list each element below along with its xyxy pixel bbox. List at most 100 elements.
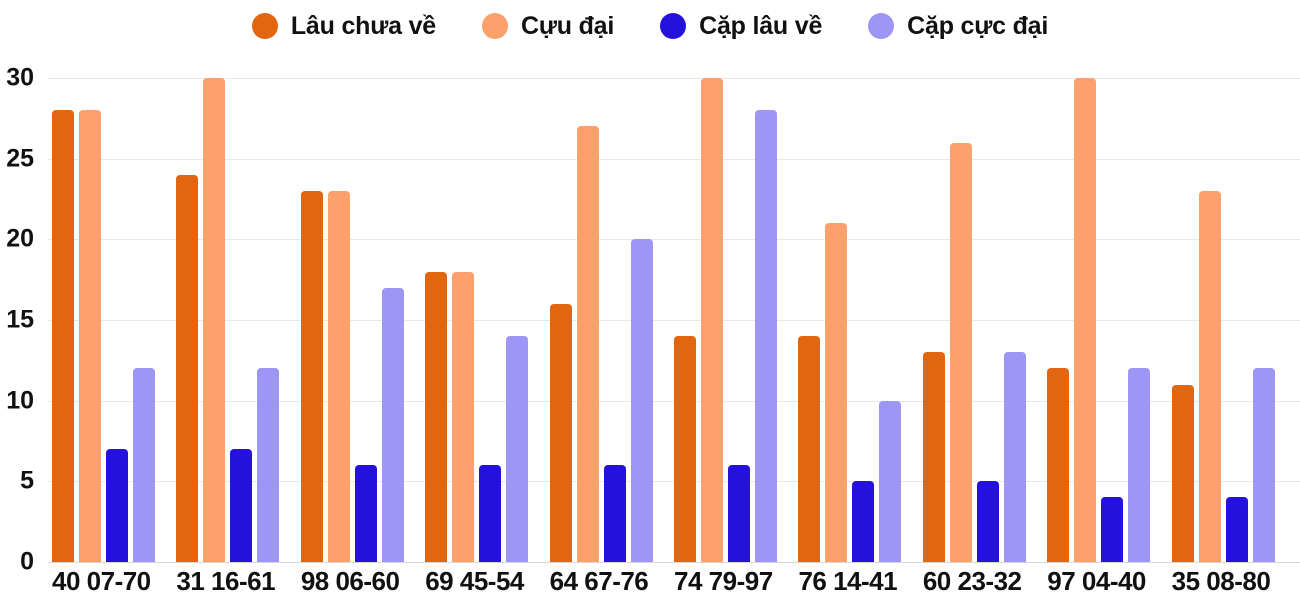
circle-swatch-icon xyxy=(482,13,508,39)
x-axis-tick-label: 69 45-54 xyxy=(425,565,524,596)
bar-group xyxy=(1171,78,1296,562)
bar[interactable] xyxy=(1128,368,1151,562)
bar[interactable] xyxy=(879,400,902,562)
bar-group xyxy=(798,78,922,562)
y-axis-tick-labels: 0 5 10 15 20 25 30 xyxy=(0,64,44,576)
legend-item[interactable]: Cựu đại xyxy=(482,12,614,41)
bar[interactable] xyxy=(949,142,972,562)
x-axis-tick-label: 98 06-60 xyxy=(300,565,400,596)
bar[interactable] xyxy=(203,78,226,562)
legend-item[interactable]: Cặp lâu về xyxy=(660,12,822,41)
bar[interactable] xyxy=(630,239,653,562)
gridline xyxy=(48,320,1300,321)
y-axis-tick-label: 30 xyxy=(6,63,34,92)
bar-group xyxy=(674,78,798,562)
x-axis-tick-label: 64 67-76 xyxy=(549,565,649,596)
legend-item-label: Cựu đại xyxy=(521,11,615,40)
circle-swatch-icon xyxy=(868,13,895,39)
bar[interactable] xyxy=(479,465,502,562)
bar-group xyxy=(1047,78,1171,562)
y-axis-tick-label: 20 xyxy=(6,224,34,253)
x-axis-tick-label: 76 14-41 xyxy=(798,565,898,596)
legend-item[interactable]: Lâu chưa về xyxy=(251,11,436,41)
x-axis-tick-label: 97 04-40 xyxy=(1047,565,1146,596)
bar[interactable] xyxy=(79,110,101,562)
bar[interactable] xyxy=(1198,190,1221,562)
chart-legend: Lâu chưa về Cựu đại Cặp lâu về Cặp cực đại xyxy=(0,0,1300,52)
bar[interactable] xyxy=(354,465,377,562)
bar[interactable] xyxy=(603,465,626,562)
x-axis-tick-labels: 40 07-70 31 16-61 98 06-60 69 45-54 64 67-76… xyxy=(48,562,1300,600)
bar[interactable] xyxy=(52,110,74,562)
bar[interactable] xyxy=(922,352,945,562)
x-axis-tick-cell: 76 14-41 xyxy=(798,562,922,600)
bar[interactable] xyxy=(1047,368,1070,562)
y-axis-tick-label: 0 xyxy=(20,547,34,576)
bar[interactable] xyxy=(327,190,350,562)
legend-item[interactable]: Cặp cực đại xyxy=(868,12,1048,41)
bar-group xyxy=(922,78,1047,562)
y-axis-tick-label: 25 xyxy=(6,144,34,173)
bar[interactable] xyxy=(755,110,778,562)
bar-group xyxy=(549,78,674,562)
bar[interactable] xyxy=(1225,497,1248,562)
x-axis-tick-cell: 40 07-70 xyxy=(52,562,176,600)
x-axis-tick-cell: 35 08-80 xyxy=(1172,562,1296,600)
bar-group xyxy=(176,78,300,562)
bar[interactable] xyxy=(1003,352,1026,562)
bar[interactable] xyxy=(1101,497,1124,562)
legend-item-label: Cặp cực đại xyxy=(907,11,1049,40)
x-axis-tick-label: 60 23-32 xyxy=(922,565,1022,596)
gridline xyxy=(48,400,1300,402)
x-axis-tick-cell: 74 79-97 xyxy=(674,562,798,600)
bar-group xyxy=(52,78,176,562)
bar[interactable] xyxy=(701,78,724,562)
x-axis-tick-cell: 31 16-61 xyxy=(176,562,300,600)
x-axis-tick-cell: 64 67-76 xyxy=(550,562,674,600)
bar[interactable] xyxy=(230,449,253,562)
bar[interactable] xyxy=(825,223,848,562)
bar[interactable] xyxy=(257,368,280,562)
x-axis-tick-label: 74 79-97 xyxy=(674,565,773,596)
bar[interactable] xyxy=(425,271,448,562)
bar[interactable] xyxy=(576,126,599,562)
legend-item-label: Cặp lâu về xyxy=(699,11,823,40)
bar[interactable] xyxy=(506,336,529,562)
x-axis-tick-cell: 97 04-40 xyxy=(1047,562,1171,600)
bars-container xyxy=(48,78,1300,562)
x-axis-tick-label: 40 07-70 xyxy=(52,565,151,596)
gridline xyxy=(48,562,1300,563)
x-axis-tick-cell: 69 45-54 xyxy=(425,562,549,600)
bar[interactable] xyxy=(300,190,323,562)
bar-group xyxy=(300,78,425,562)
bar[interactable] xyxy=(1171,384,1194,562)
bar[interactable] xyxy=(798,336,821,562)
bar[interactable] xyxy=(674,336,697,562)
bar[interactable] xyxy=(1074,78,1097,562)
gridline xyxy=(48,239,1300,241)
x-axis-tick-label: 35 08-80 xyxy=(1171,565,1271,596)
bar[interactable] xyxy=(976,481,999,562)
bar[interactable] xyxy=(852,481,875,562)
plot-area xyxy=(48,78,1300,563)
gridline xyxy=(48,481,1300,483)
bar[interactable] xyxy=(106,449,128,562)
x-axis-tick-label: 31 16-61 xyxy=(176,565,276,596)
bar[interactable] xyxy=(728,465,751,562)
gridline xyxy=(48,78,1300,79)
y-axis-tick-label: 15 xyxy=(6,305,34,334)
gridline xyxy=(48,158,1300,160)
bar[interactable] xyxy=(176,174,199,562)
x-axis-tick-cell: 60 23-32 xyxy=(923,562,1047,600)
bar[interactable] xyxy=(133,368,155,562)
y-axis-tick-label: 10 xyxy=(6,386,34,415)
bar[interactable] xyxy=(549,303,572,562)
bar[interactable] xyxy=(1252,368,1275,562)
circle-swatch-icon xyxy=(660,13,687,39)
circle-swatch-icon xyxy=(251,13,278,39)
legend-item-label: Lâu chưa về xyxy=(290,11,436,40)
bar[interactable] xyxy=(452,271,475,562)
bar-group xyxy=(425,78,549,562)
bar[interactable] xyxy=(381,287,404,562)
